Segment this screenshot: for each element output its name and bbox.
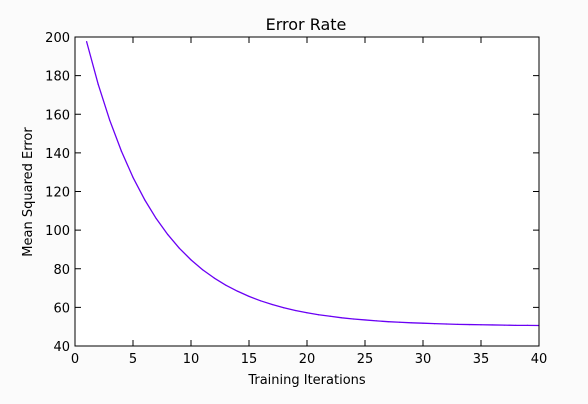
data-point [329, 315, 331, 317]
x-tick-label: 35 [473, 352, 490, 367]
data-point [503, 324, 505, 326]
data-point [213, 277, 215, 279]
y-tick-label: 60 [53, 301, 70, 316]
data-point [422, 322, 424, 324]
data-point [132, 176, 134, 179]
data-point [283, 307, 285, 309]
data-point [434, 322, 436, 325]
data-point [225, 284, 227, 286]
x-tick-label: 0 [71, 352, 79, 367]
y-tick-label: 120 [45, 186, 70, 201]
data-point [468, 323, 470, 326]
data-point [399, 321, 401, 323]
y-tick-label: 140 [45, 147, 70, 162]
y-tick-label: 180 [45, 70, 70, 85]
y-tick-label: 100 [45, 224, 70, 239]
data-point [97, 83, 99, 85]
x-axis: 0 5 10 15 20 25 30 35 40 [71, 37, 547, 367]
data-point [155, 217, 157, 220]
x-tick-label: 30 [415, 352, 432, 367]
y-tick-label: 80 [53, 263, 70, 278]
data-point [109, 119, 111, 122]
y-tick-label: 200 [45, 31, 70, 46]
data-point [144, 199, 146, 201]
data-point [167, 233, 169, 236]
y-tick-label: 40 [53, 340, 70, 355]
data-point [480, 324, 482, 326]
data-point [410, 322, 412, 324]
data-point [526, 324, 529, 326]
chart-title: Error Rate [266, 15, 347, 34]
x-tick-label: 40 [531, 352, 548, 367]
data-point [515, 324, 517, 326]
x-tick-label: 20 [299, 352, 316, 367]
data-point [364, 319, 366, 321]
data-point [86, 41, 88, 43]
data-point [271, 303, 273, 306]
plot-area [75, 37, 539, 346]
plot-frame [74, 36, 540, 347]
data-point [318, 314, 320, 316]
data-point [445, 323, 447, 325]
data-point [178, 247, 180, 249]
x-axis-label: Training Iterations [247, 373, 366, 388]
data-point [202, 269, 204, 271]
series-group [85, 41, 540, 327]
data-point [120, 150, 122, 152]
data-point [190, 259, 192, 261]
x-tick-label: 25 [357, 352, 374, 367]
y-axis-label: Mean Squared Error [21, 127, 36, 257]
x-tick-label: 15 [241, 352, 258, 367]
x-tick-label: 10 [183, 352, 200, 367]
data-point [492, 324, 494, 326]
data-point [294, 309, 296, 312]
data-point [352, 318, 354, 320]
data-point [260, 300, 262, 302]
data-point [387, 321, 389, 323]
data-point [457, 323, 459, 325]
data-point [376, 320, 378, 322]
data-point [341, 317, 343, 319]
x-tick-label: 5 [129, 352, 137, 367]
data-point [306, 312, 308, 314]
data-point [248, 295, 250, 297]
y-axis: 40 60 80 100 120 140 160 180 200 [45, 31, 539, 355]
data-point [236, 290, 238, 292]
series-line-0 [85, 41, 540, 327]
y-tick-label: 160 [45, 108, 70, 123]
